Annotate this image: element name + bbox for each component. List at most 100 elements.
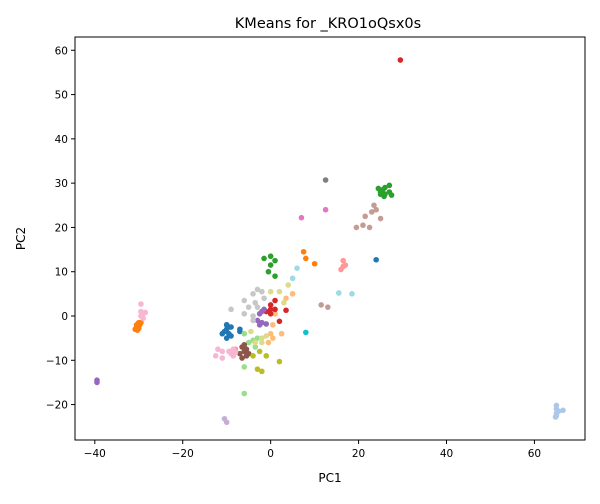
data-point [239, 344, 245, 350]
data-point [322, 206, 329, 213]
data-point [375, 185, 382, 192]
y-tick-label: −20 [46, 400, 68, 412]
cluster-19 [289, 265, 355, 297]
cluster-6 [263, 57, 404, 325]
data-point [272, 273, 278, 279]
data-point [263, 321, 270, 327]
data-point [241, 348, 248, 355]
data-point [226, 348, 232, 355]
data-point [223, 335, 230, 341]
data-point [261, 295, 267, 302]
data-point [138, 301, 144, 307]
cluster-5 [241, 330, 261, 397]
data-point [267, 310, 274, 317]
data-point [245, 339, 252, 346]
cluster-4 [261, 182, 395, 279]
plot-frame [74, 36, 586, 441]
data-point [219, 355, 226, 361]
data-point [261, 255, 267, 262]
data-point [265, 268, 272, 275]
cluster-3 [265, 291, 296, 346]
data-point [265, 339, 272, 346]
cluster-18 [303, 329, 309, 336]
data-point [373, 206, 379, 213]
data-point [272, 306, 278, 313]
data-point [267, 330, 274, 337]
data-point [298, 214, 305, 221]
x-tick-label: 20 [352, 448, 365, 460]
data-point [311, 260, 318, 267]
data-point [349, 291, 355, 297]
data-point [267, 262, 274, 268]
data-point [259, 339, 265, 346]
data-point [228, 324, 234, 330]
data-point [228, 333, 234, 339]
data-point [560, 407, 566, 414]
data-point [303, 329, 309, 336]
data-point [138, 319, 144, 326]
data-point [300, 248, 307, 255]
data-point [241, 297, 248, 304]
x-tick-label: 60 [528, 448, 541, 460]
data-point [267, 302, 274, 308]
data-point [360, 222, 366, 229]
data-point [259, 335, 265, 341]
cluster-16 [250, 348, 283, 375]
data-point [270, 322, 276, 328]
data-point [325, 304, 331, 310]
data-point [335, 290, 342, 296]
data-point [254, 304, 261, 310]
data-point [245, 304, 252, 310]
data-point [318, 302, 325, 308]
data-point [254, 317, 261, 324]
data-point [267, 253, 274, 260]
data-point [340, 257, 346, 264]
data-point [285, 282, 292, 288]
x-tick-label: −40 [84, 448, 106, 460]
data-point [228, 306, 234, 313]
y-tick-label: 30 [55, 178, 68, 190]
data-point [381, 193, 387, 200]
data-point [382, 184, 388, 191]
data-point [276, 358, 283, 365]
data-point [256, 322, 263, 328]
data-point [386, 182, 393, 189]
cluster-15 [228, 286, 267, 324]
data-point [241, 364, 248, 370]
data-point [254, 366, 261, 372]
cluster-8 [94, 306, 270, 386]
x-tick-label: −20 [172, 448, 194, 460]
cluster-17 [248, 282, 292, 346]
data-point [278, 330, 285, 337]
data-point [272, 257, 278, 264]
data-point [239, 355, 245, 361]
data-point [267, 288, 274, 295]
data-point [133, 322, 140, 328]
data-point [250, 317, 256, 324]
data-point [353, 224, 360, 231]
y-tick-label: 0 [61, 311, 68, 323]
data-point [248, 328, 254, 335]
data-point [252, 299, 259, 306]
cluster-2 [132, 248, 318, 333]
data-point [294, 265, 300, 271]
cluster-9 [221, 415, 230, 426]
data-point [388, 192, 395, 198]
cluster-12 [298, 206, 329, 221]
plot-area [94, 57, 566, 426]
y-tick-label: 20 [55, 222, 68, 234]
data-point [250, 353, 256, 359]
data-point [371, 202, 377, 209]
data-point [223, 322, 230, 328]
data-point [237, 350, 243, 357]
data-point [252, 344, 259, 350]
data-point [272, 297, 278, 304]
data-point [322, 177, 329, 183]
data-point [215, 346, 221, 353]
data-point [252, 339, 259, 346]
y-axis: −20 −10 0 10 20 30 40 50 60 [46, 45, 75, 412]
data-point [263, 353, 270, 359]
